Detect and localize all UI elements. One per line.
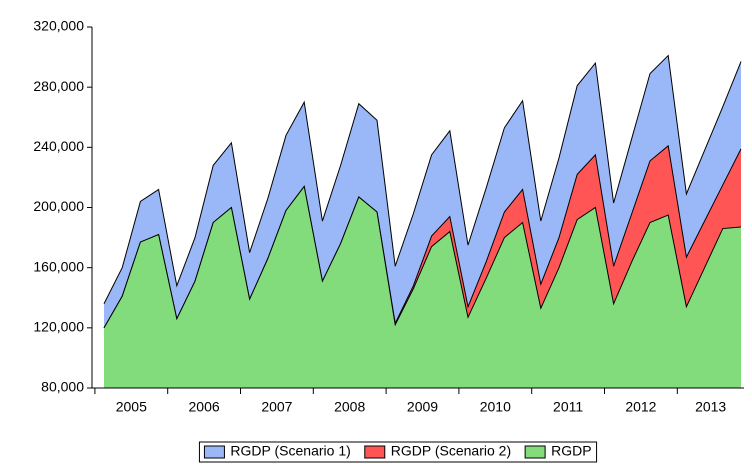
x-tick-label: 2007	[261, 399, 292, 415]
y-tick-label: 80,000	[41, 379, 84, 395]
legend-swatch	[203, 445, 225, 459]
y-tick-label: 240,000	[33, 138, 84, 154]
x-tick-label: 2008	[334, 399, 365, 415]
x-tick-label: 2010	[480, 399, 511, 415]
legend-label: RGDP (Scenario 1)	[230, 443, 350, 459]
area-outline	[103, 54, 742, 304]
y-tick-label: 320,000	[33, 18, 84, 34]
area-outline	[103, 185, 742, 329]
legend-label: RGDP (Scenario 2)	[391, 443, 511, 459]
x-tick-label: 2009	[407, 399, 438, 415]
x-tick-label: 2012	[625, 399, 656, 415]
legend-box	[198, 441, 598, 463]
x-tick-label: 2005	[116, 399, 147, 415]
legend-label: RGDP	[551, 443, 591, 459]
area	[104, 186, 741, 388]
x-tick-label: 2011	[553, 399, 583, 415]
legend: RGDP (Scenario 1) RGDP (Scenario 2) RGDP	[198, 441, 598, 463]
x-tick-label: 2013	[695, 399, 726, 415]
y-tick-label: 200,000	[33, 198, 84, 214]
legend-swatch	[364, 445, 386, 459]
y-tick-label: 120,000	[33, 319, 84, 335]
legend-swatch	[524, 445, 546, 459]
y-tick-label: 160,000	[33, 258, 84, 274]
y-tick-label: 280,000	[33, 78, 84, 94]
x-tick-label: 2006	[189, 399, 220, 415]
